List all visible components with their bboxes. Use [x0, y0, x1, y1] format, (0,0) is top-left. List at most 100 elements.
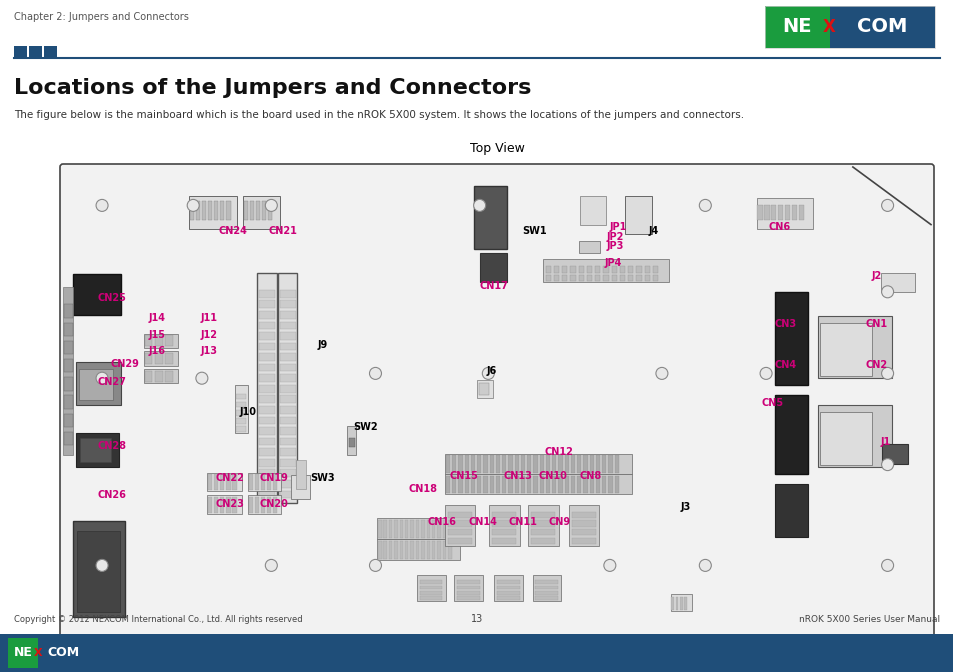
Bar — [280, 470, 295, 477]
Text: Top View: Top View — [469, 142, 524, 155]
Bar — [64, 304, 72, 318]
Bar — [249, 474, 253, 490]
Circle shape — [265, 200, 277, 212]
Bar — [259, 364, 274, 372]
Text: The figure below is the mainboard which is the board used in the nROK 5X00 syste: The figure below is the mainboard which … — [14, 110, 743, 120]
Bar — [254, 474, 259, 490]
Bar — [483, 456, 487, 473]
Bar — [410, 541, 414, 558]
Bar — [586, 275, 592, 282]
Bar — [774, 395, 807, 474]
Bar — [280, 343, 295, 350]
Bar — [29, 46, 42, 58]
Bar — [259, 470, 274, 477]
Bar — [64, 396, 72, 409]
Bar — [829, 6, 934, 48]
Bar — [419, 591, 442, 595]
Bar — [774, 292, 807, 386]
Bar — [619, 275, 624, 282]
Bar — [220, 497, 224, 513]
Bar — [208, 474, 213, 490]
Bar — [492, 538, 516, 544]
Bar — [764, 6, 934, 48]
Bar — [259, 448, 274, 456]
Text: CN19: CN19 — [259, 473, 288, 483]
Bar — [570, 275, 575, 282]
Bar — [526, 476, 531, 493]
Bar — [189, 196, 236, 229]
Text: X: X — [34, 648, 43, 658]
Bar — [464, 456, 468, 473]
Bar — [456, 581, 479, 584]
Bar — [226, 474, 231, 490]
Bar — [489, 456, 494, 473]
Bar — [542, 259, 668, 282]
Bar — [579, 196, 606, 224]
Text: CN18: CN18 — [408, 484, 437, 494]
Text: Copyright © 2012 NEXCOM International Co., Ltd. All rights reserved: Copyright © 2012 NEXCOM International Co… — [14, 615, 302, 624]
Text: Chapter 2: Jumpers and Connectors: Chapter 2: Jumpers and Connectors — [14, 12, 189, 22]
Bar — [259, 290, 274, 298]
Bar — [232, 497, 236, 513]
Text: CN27: CN27 — [97, 377, 127, 387]
Bar — [589, 476, 594, 493]
Bar — [784, 206, 789, 220]
Bar — [259, 491, 274, 498]
Bar — [636, 266, 640, 273]
Circle shape — [881, 559, 893, 571]
Bar — [144, 369, 178, 384]
Bar — [78, 369, 113, 400]
Bar — [545, 266, 550, 273]
Bar — [64, 377, 72, 390]
Text: SW2: SW2 — [353, 422, 377, 432]
Bar — [554, 266, 558, 273]
Bar — [756, 198, 812, 229]
Text: nROK 5X00 Series User Manual: nROK 5X00 Series User Manual — [798, 615, 939, 624]
Bar — [602, 266, 608, 273]
Text: CN16: CN16 — [427, 517, 456, 527]
Bar — [492, 520, 516, 527]
Bar — [280, 427, 295, 435]
Bar — [611, 275, 617, 282]
Bar — [578, 275, 583, 282]
Text: CN26: CN26 — [97, 491, 127, 501]
Bar — [280, 290, 295, 298]
Bar — [64, 323, 72, 336]
Bar — [254, 497, 259, 513]
Bar — [589, 456, 594, 473]
Bar — [489, 476, 494, 493]
Text: J1: J1 — [880, 437, 890, 447]
Circle shape — [265, 559, 277, 571]
Bar — [545, 456, 550, 473]
Bar — [564, 456, 568, 473]
Bar — [280, 406, 295, 414]
Bar — [456, 591, 479, 595]
Bar — [514, 456, 518, 473]
Bar — [273, 497, 277, 513]
Bar — [416, 520, 418, 538]
Bar — [220, 474, 224, 490]
Text: CN11: CN11 — [508, 517, 537, 527]
Bar — [377, 541, 381, 558]
Bar — [76, 433, 119, 467]
Bar — [530, 511, 555, 518]
Bar — [248, 495, 280, 513]
Bar — [483, 476, 487, 493]
Bar — [497, 581, 519, 584]
Text: J12: J12 — [200, 329, 217, 339]
Bar — [561, 266, 567, 273]
Bar — [8, 638, 38, 668]
Bar — [377, 520, 381, 538]
Bar — [652, 275, 658, 282]
Bar — [444, 505, 475, 546]
Bar — [530, 538, 555, 544]
Bar — [601, 476, 606, 493]
Bar — [77, 531, 120, 612]
Circle shape — [881, 368, 893, 380]
Bar — [577, 476, 580, 493]
Bar — [280, 448, 295, 456]
Bar — [347, 426, 356, 455]
Circle shape — [96, 559, 108, 571]
Bar — [259, 311, 274, 319]
Bar — [457, 456, 462, 473]
